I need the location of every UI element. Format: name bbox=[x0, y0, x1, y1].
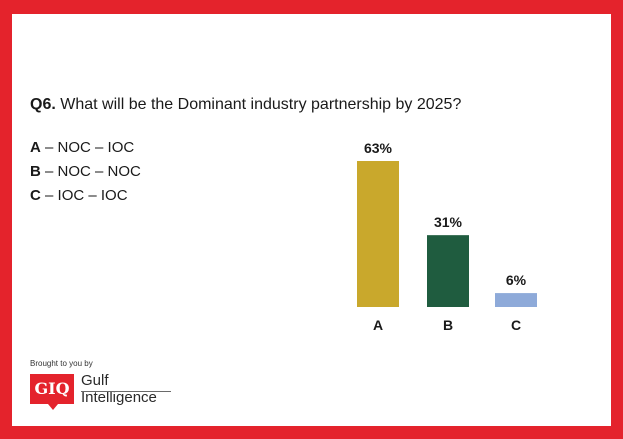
legend-label: – NOC – IOC bbox=[45, 139, 135, 156]
value-label-a: 63% bbox=[364, 140, 393, 156]
legend-item-a: A – NOC – IOC bbox=[30, 136, 141, 160]
bar-c bbox=[495, 293, 537, 307]
legend-label: – IOC – IOC bbox=[45, 187, 128, 204]
value-label-c: 6% bbox=[506, 272, 527, 288]
bar-a bbox=[357, 161, 399, 307]
logo-line-gulf: Gulf bbox=[81, 372, 109, 389]
question-text: What will be the Dominant industry partn… bbox=[60, 96, 462, 113]
brought-to-you-by: Brought to you by bbox=[30, 359, 93, 368]
logo-pointer-shape bbox=[48, 404, 58, 410]
legend-key: C bbox=[30, 187, 41, 204]
legend-key: B bbox=[30, 163, 41, 180]
giq-logo-mark: GIQ bbox=[30, 374, 74, 404]
category-label-c: C bbox=[511, 317, 521, 333]
category-label-a: A bbox=[373, 317, 383, 333]
logo-divider bbox=[81, 391, 171, 392]
option-legend: A – NOC – IOC B – NOC – NOC C – IOC – IO… bbox=[30, 136, 141, 208]
value-label-b: 31% bbox=[434, 214, 463, 230]
legend-label: – NOC – NOC bbox=[45, 163, 141, 180]
question-number: Q6. bbox=[30, 96, 56, 113]
bar-b bbox=[427, 235, 469, 307]
legend-key: A bbox=[30, 139, 41, 156]
legend-item-b: B – NOC – NOC bbox=[30, 160, 141, 184]
poll-card: Q6. What will be the Dominant industry p… bbox=[12, 14, 611, 426]
legend-item-c: C – IOC – IOC bbox=[30, 184, 141, 208]
question-heading: Q6. What will be the Dominant industry p… bbox=[30, 96, 461, 114]
logo-line-intelligence: Intelligence bbox=[81, 389, 157, 406]
bar-chart: 63% A 31% B 6% C bbox=[357, 140, 537, 333]
logo-wordmark: Gulf Intelligence bbox=[81, 372, 157, 406]
category-label-b: B bbox=[443, 317, 453, 333]
